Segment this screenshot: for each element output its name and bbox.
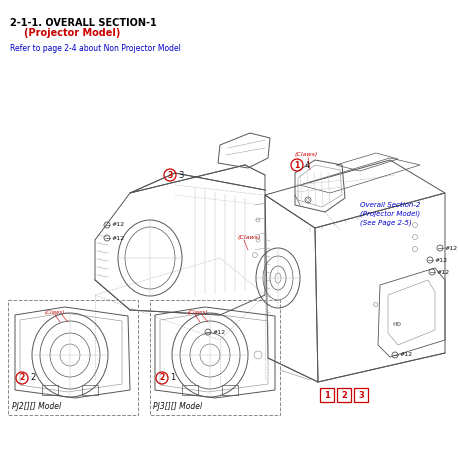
Text: 3: 3 (358, 391, 364, 399)
Text: 4: 4 (305, 160, 310, 169)
Text: PJ2[][] Model: PJ2[][] Model (12, 402, 61, 411)
Text: 2: 2 (19, 374, 25, 382)
Text: #12: #12 (445, 245, 458, 251)
Text: #12: #12 (213, 329, 226, 334)
Text: Overall Section-2
(Projector Model)
(See Page 2-5): Overall Section-2 (Projector Model) (See… (360, 202, 420, 226)
Text: 1: 1 (294, 160, 300, 169)
Text: 1: 1 (170, 374, 175, 382)
Text: 2: 2 (30, 374, 35, 382)
Text: HD: HD (393, 322, 402, 327)
Text: 2-1-1. OVERALL SECTION-1: 2-1-1. OVERALL SECTION-1 (10, 18, 157, 28)
Text: 2: 2 (159, 374, 164, 382)
Text: Refer to page 2-4 about Non Projector Model: Refer to page 2-4 about Non Projector Mo… (10, 44, 181, 53)
Text: 3: 3 (167, 170, 173, 180)
Text: PJ3[][] Model: PJ3[][] Model (153, 402, 202, 411)
Text: (Claws): (Claws) (45, 310, 65, 315)
Text: 3: 3 (178, 170, 183, 180)
Text: #12: #12 (435, 257, 448, 262)
Text: (Claws): (Claws) (238, 235, 262, 240)
Text: #12: #12 (400, 353, 413, 358)
Text: O: O (372, 302, 378, 308)
Text: (Projector Model): (Projector Model) (24, 28, 120, 38)
Text: (Claws): (Claws) (188, 310, 208, 315)
Text: #12: #12 (437, 269, 450, 274)
Text: 2: 2 (341, 391, 347, 399)
Text: 1: 1 (324, 391, 330, 399)
Text: #12: #12 (112, 235, 125, 240)
Text: (Claws): (Claws) (295, 152, 318, 157)
Text: #12: #12 (112, 223, 125, 228)
